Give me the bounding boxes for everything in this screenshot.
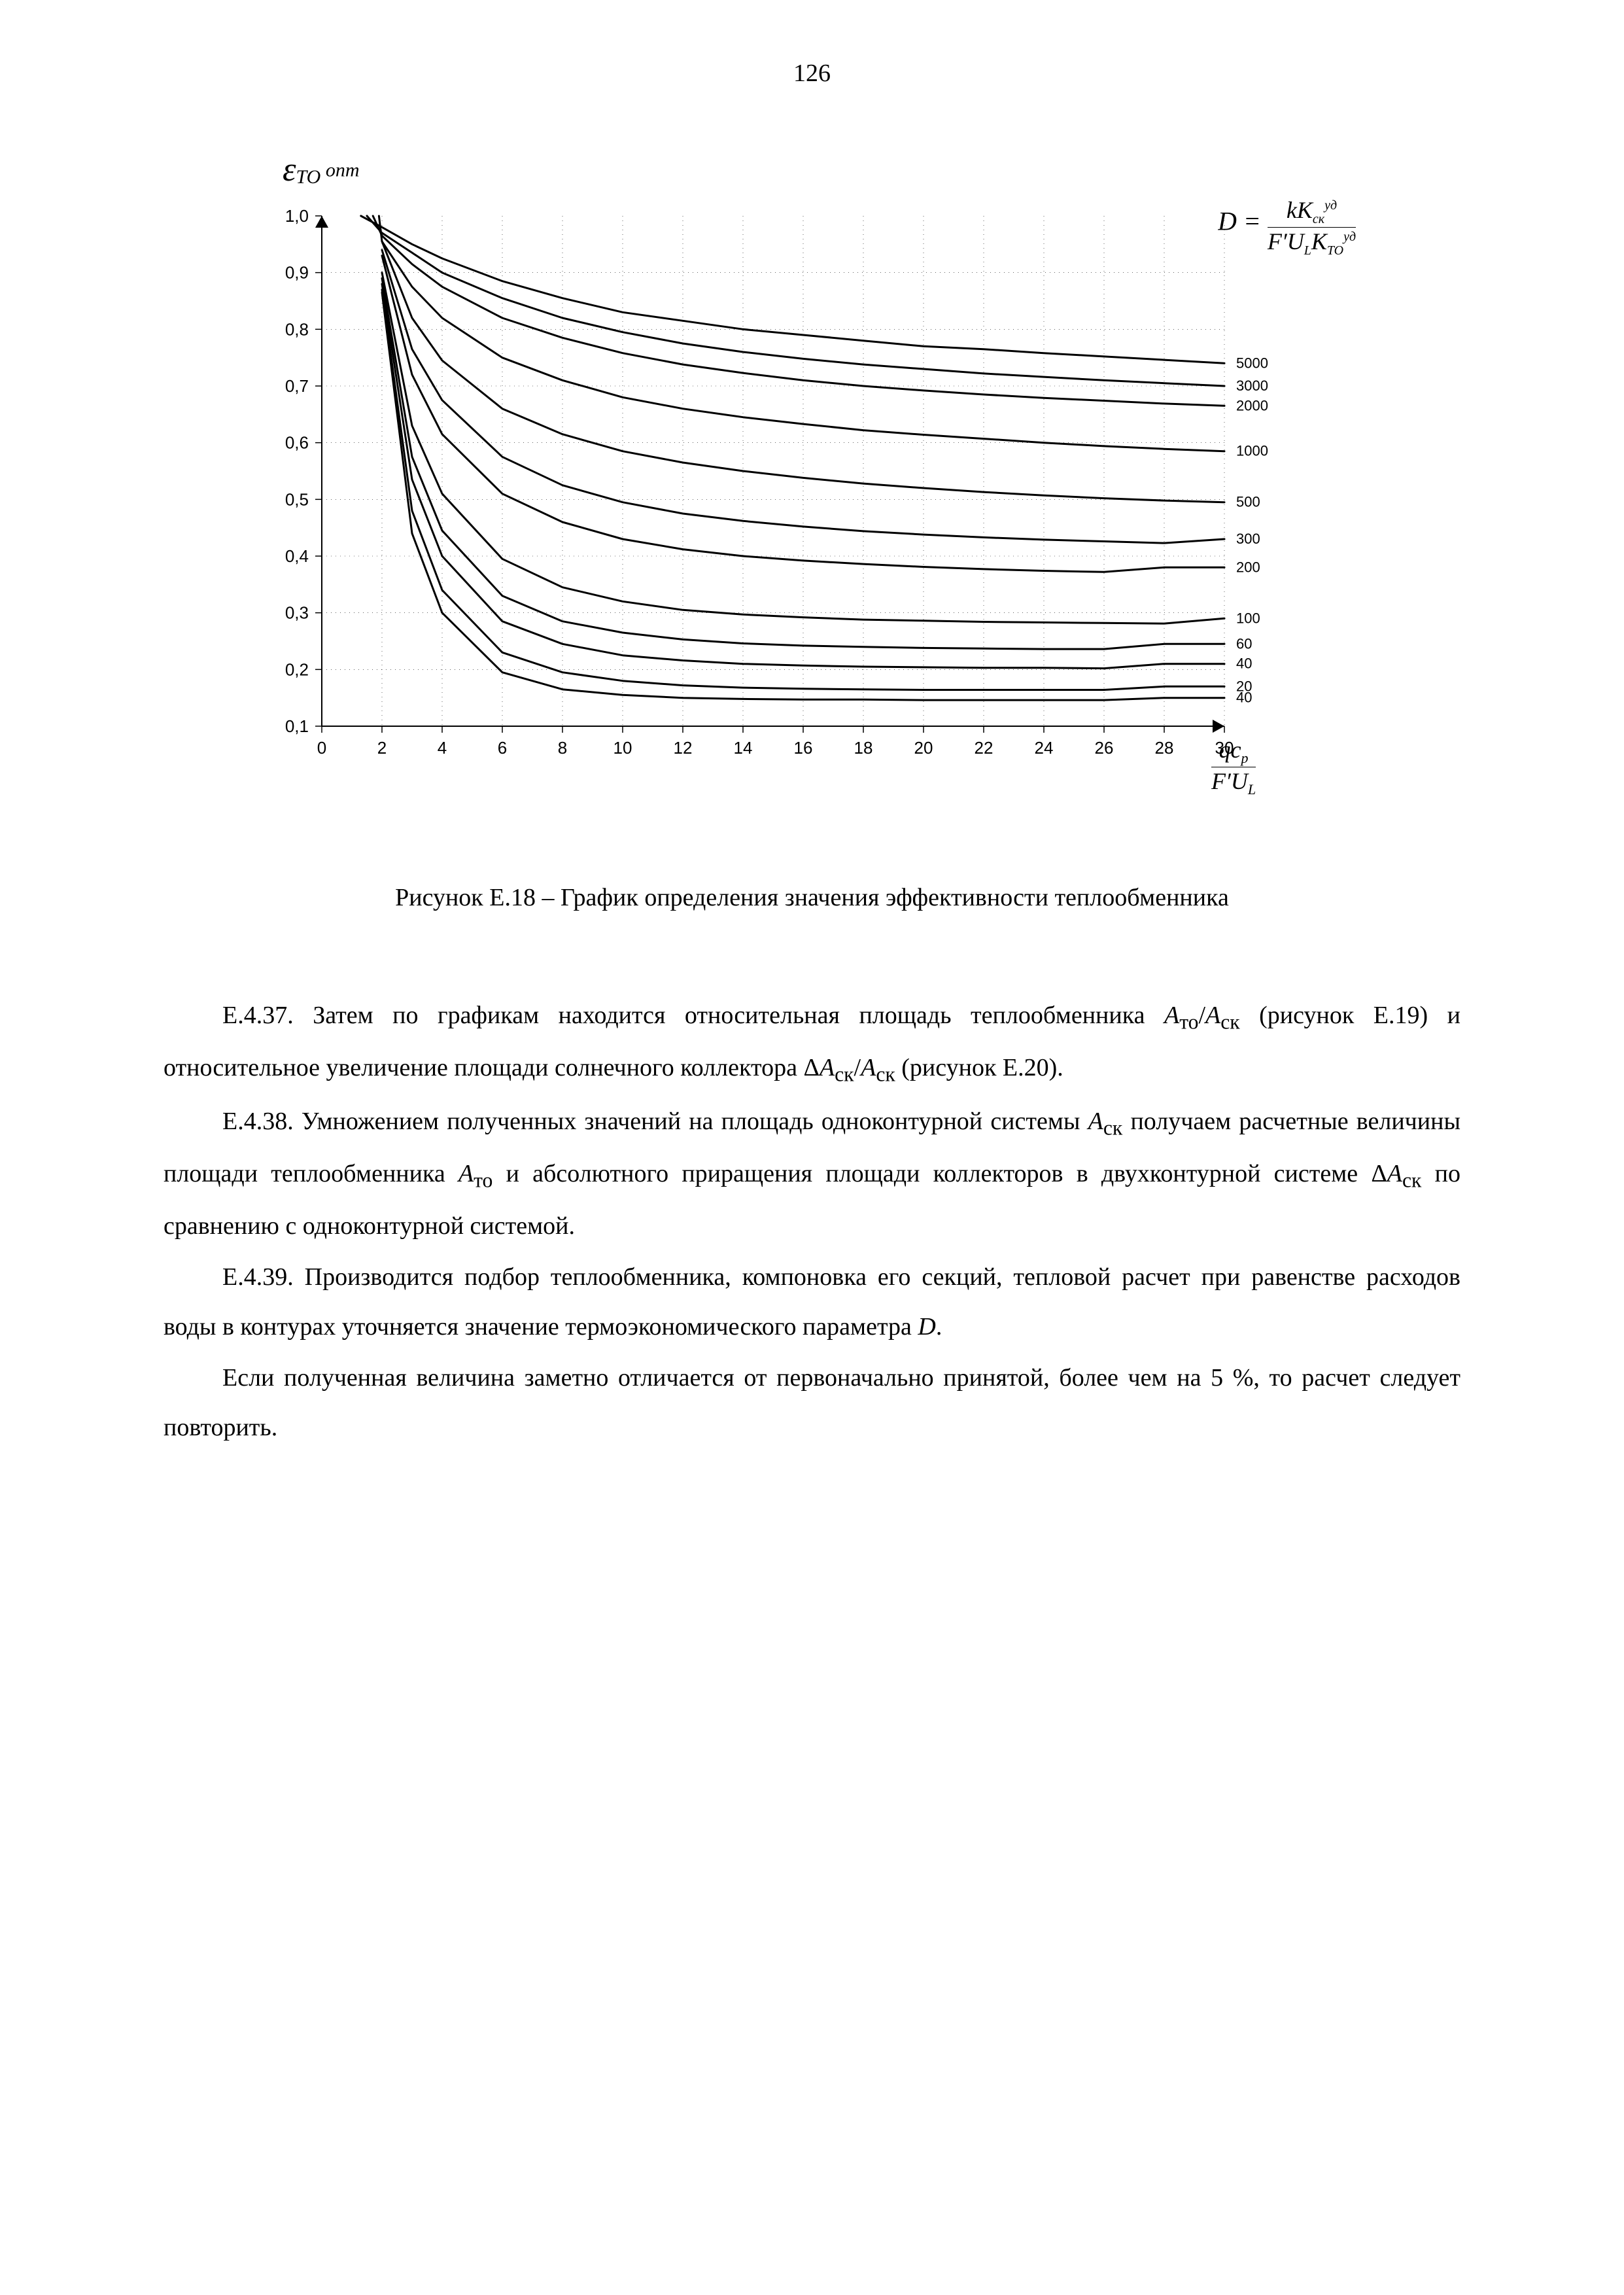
- d-formula: D = kKскудF′ULKTOуд: [1218, 196, 1434, 294]
- page: 126 0246810121416182022242628300,10,20,3…: [0, 0, 1624, 2295]
- svg-text:14: 14: [733, 738, 752, 758]
- svg-text:200: 200: [1236, 559, 1260, 575]
- svg-text:0,8: 0,8: [285, 319, 308, 339]
- svg-text:2000: 2000: [1236, 397, 1268, 413]
- svg-text:0,9: 0,9: [285, 263, 308, 283]
- paragraph-e439: Е.4.39. Производится подбор теплообменни…: [164, 1252, 1460, 1352]
- svg-text:2: 2: [377, 738, 386, 758]
- paragraph-e437: Е.4.37. Затем по графикам находится отно…: [164, 990, 1460, 1095]
- svg-text:0,4: 0,4: [285, 546, 308, 566]
- svg-text:0,7: 0,7: [285, 376, 308, 396]
- svg-text:0: 0: [317, 738, 326, 758]
- svg-text:8: 8: [557, 738, 566, 758]
- svg-text:0,2: 0,2: [285, 659, 308, 679]
- page-number: 126: [0, 59, 1624, 88]
- svg-text:300: 300: [1236, 531, 1260, 547]
- svg-text:0,6: 0,6: [285, 433, 308, 453]
- svg-text:5000: 5000: [1236, 355, 1268, 371]
- svg-text:100: 100: [1236, 610, 1260, 626]
- svg-text:20: 20: [914, 738, 933, 758]
- efficiency-chart: 0246810121416182022242628300,10,20,30,40…: [191, 144, 1434, 837]
- svg-text:40: 40: [1236, 656, 1252, 672]
- paragraph-note: Если полученная величина заметно отличае…: [164, 1353, 1460, 1452]
- chart-container: 0246810121416182022242628300,10,20,30,40…: [191, 144, 1434, 837]
- svg-text:26: 26: [1094, 738, 1113, 758]
- svg-text:18: 18: [854, 738, 872, 758]
- svg-text:28: 28: [1154, 738, 1173, 758]
- paragraph-e438: Е.4.38. Умножением полученных значений н…: [164, 1096, 1460, 1251]
- svg-text:0,5: 0,5: [285, 489, 308, 509]
- svg-text:10: 10: [613, 738, 632, 758]
- svg-text:6: 6: [497, 738, 506, 758]
- y-axis-title: εTO onm: [283, 150, 426, 209]
- svg-text:4: 4: [437, 738, 446, 758]
- svg-text:24: 24: [1034, 738, 1053, 758]
- svg-text:0,3: 0,3: [285, 603, 308, 623]
- svg-text:12: 12: [673, 738, 692, 758]
- figure-caption: Рисунок Е.18 – График определения значен…: [164, 883, 1460, 912]
- svg-text:22: 22: [974, 738, 993, 758]
- svg-text:60: 60: [1236, 635, 1252, 652]
- svg-text:3000: 3000: [1236, 377, 1268, 394]
- svg-text:0,1: 0,1: [285, 716, 308, 736]
- svg-text:500: 500: [1236, 494, 1260, 510]
- svg-text:16: 16: [793, 738, 812, 758]
- svg-text:1000: 1000: [1236, 443, 1268, 459]
- body-text: Е.4.37. Затем по графикам находится отно…: [164, 990, 1460, 1452]
- svg-text:40: 40: [1236, 690, 1252, 706]
- x-axis-title: qcpF′UL: [1211, 736, 1381, 828]
